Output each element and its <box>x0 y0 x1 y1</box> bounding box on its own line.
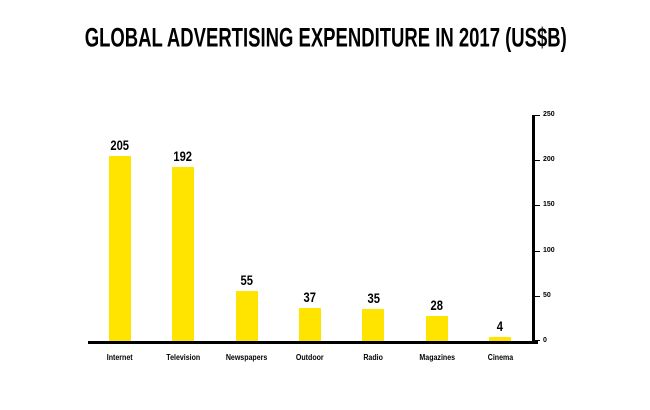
y-tick-200 <box>535 160 540 161</box>
value-label-newspapers: 55 <box>240 272 253 289</box>
bar-radio <box>362 309 385 341</box>
value-label-radio: 35 <box>367 290 380 307</box>
y-tick-label-250: 250 <box>543 111 555 118</box>
category-label-television: Television <box>166 353 201 362</box>
y-tick-50 <box>535 296 540 297</box>
value-label-outdoor: 37 <box>303 288 317 305</box>
bar-internet <box>108 155 131 341</box>
category-label-radio: Radio <box>363 353 384 362</box>
category-label-cinema: Cinema <box>487 353 513 362</box>
y-tick-label-50: 50 <box>543 291 551 299</box>
x-axis-line <box>88 341 538 344</box>
y-tick-label-150: 150 <box>543 201 555 209</box>
chart-title-text: GLOBAL ADVERTISING EXPENDITURE IN 2017 (… <box>84 22 567 54</box>
bar-newspapers <box>235 291 258 341</box>
bar-magazines <box>425 315 448 341</box>
y-tick-150 <box>535 205 540 206</box>
y-tick-250 <box>535 115 540 116</box>
value-label-cinema: 4 <box>497 318 504 335</box>
y-axis-line <box>532 115 535 341</box>
category-label-magazines: Magazines <box>419 353 455 362</box>
value-label-television: 192 <box>173 148 193 165</box>
value-label-internet: 205 <box>110 136 130 153</box>
bar-television <box>172 167 195 341</box>
chart-title: GLOBAL ADVERTISING EXPENDITURE IN 2017 (… <box>0 22 650 54</box>
category-label-newspapers: Newspapers <box>225 353 268 362</box>
y-tick-label-100: 100 <box>543 246 555 254</box>
category-label-internet: Internet <box>106 353 133 362</box>
bar-outdoor <box>299 307 321 341</box>
category-label-outdoor: Outdoor <box>296 353 324 362</box>
value-label-magazines: 28 <box>430 296 444 313</box>
y-tick-label-200: 200 <box>543 156 555 164</box>
plot-area: 205 192 55 37 35 28 4 250 200 150 100 50 0 Internet… <box>88 111 555 362</box>
bar-cinema <box>489 337 512 341</box>
y-tick-0 <box>535 340 540 341</box>
y-tick-100 <box>535 251 540 252</box>
y-tick-label-0: 0 <box>543 337 547 344</box>
